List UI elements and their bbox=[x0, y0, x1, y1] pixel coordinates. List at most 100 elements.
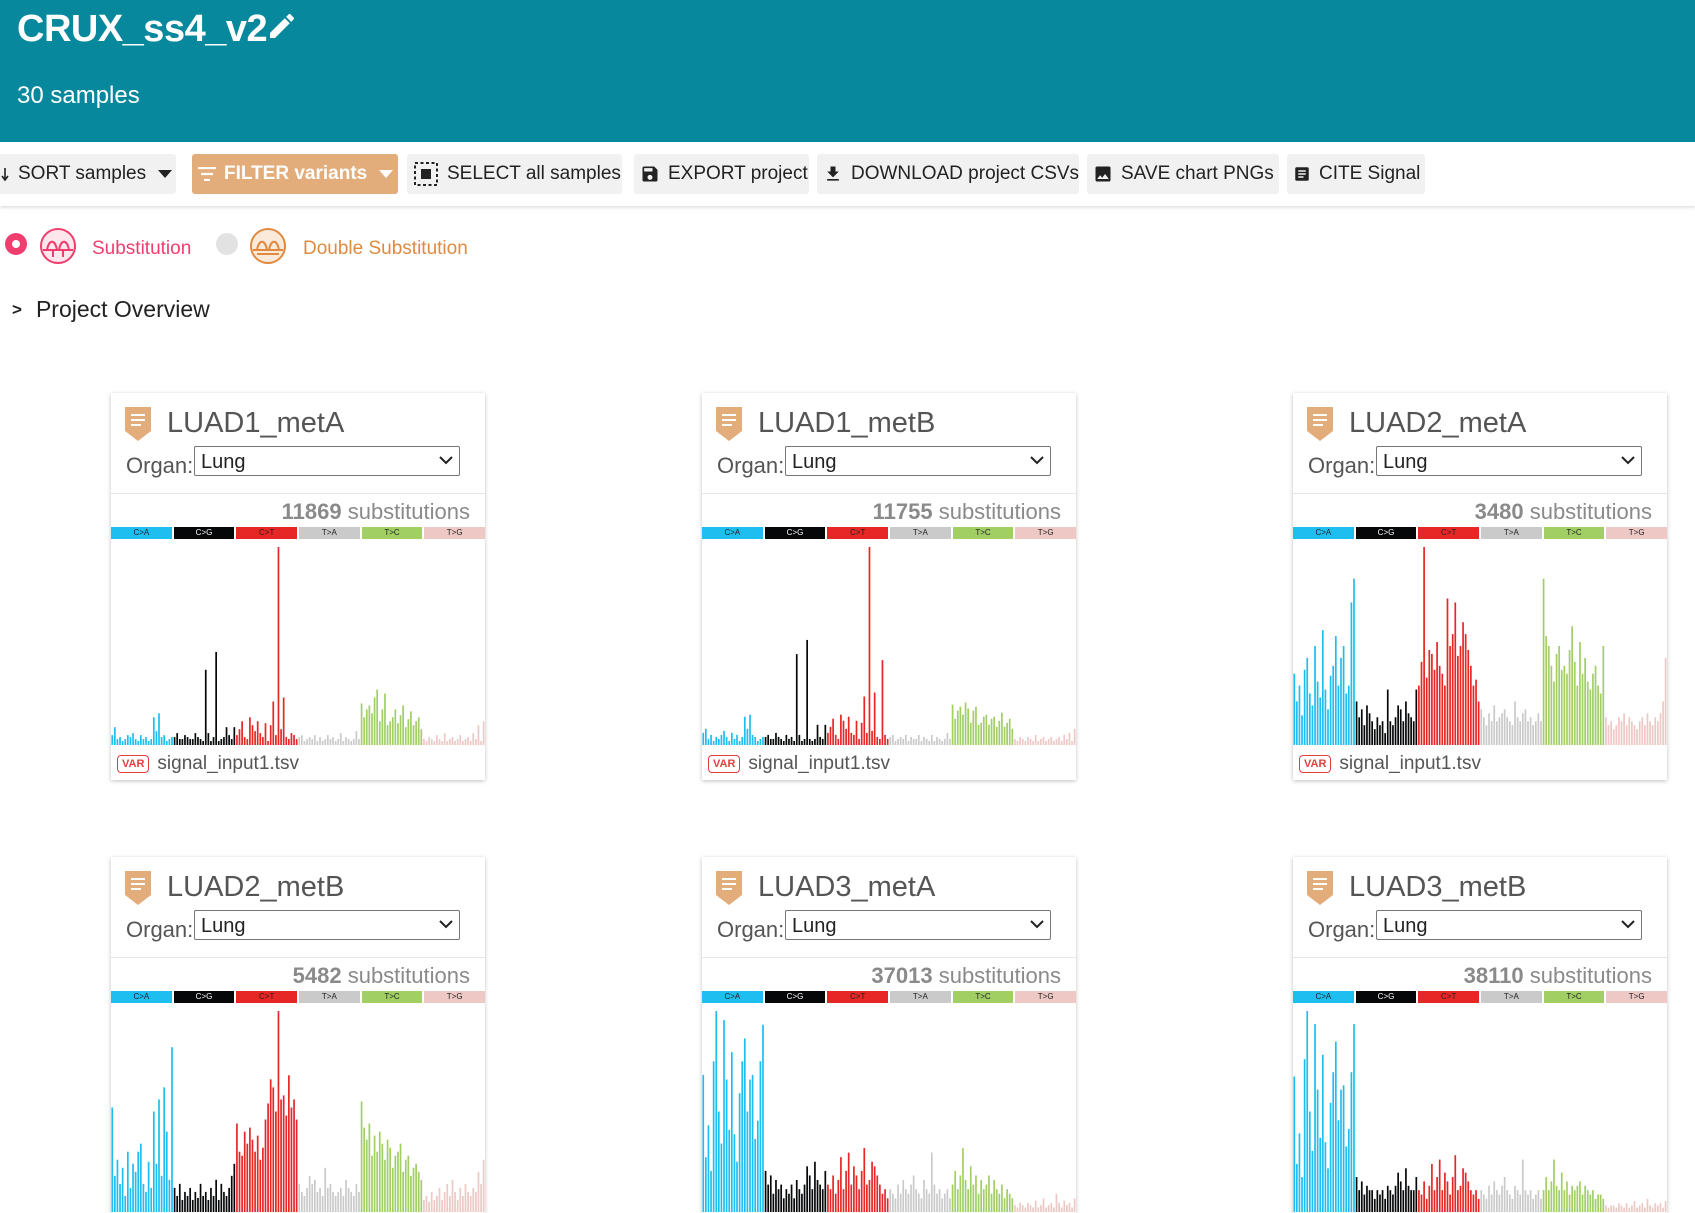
organ-select[interactable]: Lung bbox=[785, 446, 1051, 476]
spectrum-bar bbox=[1490, 721, 1493, 745]
spectrum-bar bbox=[1558, 646, 1561, 745]
spectrum-bar bbox=[790, 1184, 793, 1212]
spectrum-bar bbox=[1329, 1102, 1332, 1212]
organ-select[interactable]: Lung bbox=[194, 910, 460, 940]
spectrum-bar bbox=[1542, 578, 1545, 745]
spectrum-bar bbox=[1462, 1168, 1464, 1212]
cite-signal-button[interactable]: CITE Signal bbox=[1287, 154, 1425, 194]
sample-card[interactable]: LUAD2_metB Organ: Lung 5482 substitution… bbox=[111, 857, 486, 1213]
double-substitution-radio[interactable] bbox=[216, 233, 238, 255]
spectrum-bar bbox=[834, 734, 837, 745]
double-substitution-label[interactable]: Double Substitution bbox=[303, 238, 468, 259]
spectrum-bar bbox=[1066, 1205, 1068, 1212]
channel-label: T>A bbox=[1481, 527, 1542, 539]
var-badge: VAR bbox=[708, 755, 741, 773]
sample-tag-icon[interactable] bbox=[1307, 871, 1333, 905]
spectrum-bar bbox=[1612, 729, 1615, 745]
spectrum-bar bbox=[1519, 1194, 1522, 1212]
sample-tag-icon[interactable] bbox=[125, 871, 151, 905]
spectrum-bar bbox=[246, 739, 249, 745]
spectrum-bar bbox=[858, 738, 860, 745]
channel-label: T>G bbox=[424, 527, 486, 539]
spectrum-bar bbox=[155, 731, 158, 745]
spectrum-bar bbox=[923, 1180, 925, 1212]
spectrum-bar bbox=[1379, 725, 1381, 745]
spectrum-bar bbox=[446, 741, 449, 745]
spectrum-bar bbox=[1503, 1177, 1506, 1212]
spectrum-bar bbox=[402, 705, 404, 745]
sort-samples-button[interactable]: SORT samples bbox=[0, 154, 176, 194]
spectrum-bar bbox=[930, 1152, 933, 1212]
organ-select-value: Lung bbox=[792, 915, 837, 937]
sample-tag-icon[interactable] bbox=[716, 871, 742, 905]
spectrum-bar bbox=[723, 1020, 725, 1212]
spectrum-bar bbox=[1371, 1190, 1374, 1212]
sample-card[interactable]: LUAD1_metB Organ: Lung 11755 substitutio… bbox=[702, 393, 1077, 780]
spectrum-bar bbox=[930, 734, 933, 745]
sample-card[interactable]: LUAD1_metA Organ: Lung 11869 substitutio… bbox=[111, 393, 486, 780]
substitution-icon bbox=[40, 228, 76, 264]
spectrum-bar bbox=[1042, 1198, 1045, 1212]
spectrum-bar bbox=[1620, 721, 1623, 745]
spectrum-bar bbox=[1540, 1198, 1542, 1212]
organ-select[interactable]: Lung bbox=[1376, 910, 1642, 940]
spectrum-bar bbox=[313, 735, 316, 745]
sample-name[interactable]: LUAD3_metB bbox=[1349, 871, 1527, 903]
project-header: CRUX_ss4_v2 30 samples bbox=[0, 0, 1695, 142]
spectrum-bar bbox=[793, 740, 795, 745]
spectrum-bar bbox=[168, 739, 171, 745]
sample-card[interactable]: LUAD3_metB Organ: Lung 38110 substitutio… bbox=[1293, 857, 1668, 1213]
spectrum-bar bbox=[868, 1180, 871, 1212]
organ-select[interactable]: Lung bbox=[194, 446, 460, 476]
sample-name[interactable]: LUAD1_metA bbox=[167, 407, 345, 439]
sample-card-header: LUAD3_metB Organ: Lung bbox=[1293, 857, 1667, 958]
organ-select[interactable]: Lung bbox=[1376, 446, 1642, 476]
spectrum-bar bbox=[1618, 1203, 1620, 1212]
project-overview-toggle[interactable]: > Project Overview bbox=[12, 296, 210, 323]
sample-name[interactable]: LUAD2_metB bbox=[167, 871, 345, 903]
spectrum-bar bbox=[326, 1187, 329, 1212]
pencil-icon[interactable] bbox=[266, 10, 298, 42]
spectrum-bar bbox=[1545, 1177, 1548, 1212]
spectrum-bar bbox=[150, 1187, 153, 1212]
spectrum-bar bbox=[1659, 713, 1662, 745]
sample-tag-icon[interactable] bbox=[716, 407, 742, 441]
spectrum-bar bbox=[845, 728, 847, 745]
export-project-button[interactable]: EXPORT project bbox=[634, 154, 809, 194]
spectrum-bar bbox=[116, 1159, 119, 1212]
sample-name[interactable]: LUAD2_metA bbox=[1349, 407, 1527, 439]
sample-card-header: LUAD1_metA Organ: Lung bbox=[111, 393, 485, 494]
substitution-radio[interactable] bbox=[5, 233, 27, 255]
spectrum-bar bbox=[788, 738, 790, 745]
spectrum-bar bbox=[1402, 1190, 1405, 1212]
spectrum-bar bbox=[228, 735, 230, 745]
spectrum-bar bbox=[176, 733, 179, 745]
spectrum-bar bbox=[1428, 1185, 1431, 1212]
organ-label: Organ: bbox=[717, 917, 785, 942]
spectrum-bar bbox=[946, 732, 949, 745]
spectrum-bar bbox=[1485, 725, 1488, 745]
spectrum-bar bbox=[1423, 1181, 1425, 1212]
save-chart-pngs-button[interactable]: SAVE chart PNGs bbox=[1087, 154, 1279, 194]
spectrum-bar bbox=[1636, 729, 1638, 745]
spectrum-bar bbox=[995, 726, 998, 745]
download-csvs-button[interactable]: DOWNLOAD project CSVs bbox=[817, 154, 1079, 194]
spectrum-bar bbox=[199, 1183, 202, 1212]
select-all-samples-button[interactable]: SELECT all samples bbox=[407, 154, 622, 194]
sample-name[interactable]: LUAD1_metB bbox=[758, 407, 936, 439]
sample-card[interactable]: LUAD2_metA Organ: Lung 3480 substitution… bbox=[1293, 393, 1668, 780]
spectrum-bar bbox=[1625, 725, 1628, 745]
sample-card[interactable]: LUAD3_metA Organ: Lung 37013 substitutio… bbox=[702, 857, 1077, 1213]
spectrum-bar bbox=[751, 734, 754, 745]
spectrum-bar bbox=[1664, 657, 1667, 745]
spectrum-bar bbox=[977, 724, 980, 745]
sample-tag-icon[interactable] bbox=[1307, 407, 1333, 441]
organ-select[interactable]: Lung bbox=[785, 910, 1051, 940]
spectrum-bar bbox=[451, 1179, 454, 1212]
filter-variants-button[interactable]: FILTER variants bbox=[192, 154, 398, 194]
spectrum-bar bbox=[1355, 1177, 1358, 1212]
spectrum-bar bbox=[324, 1167, 327, 1212]
sample-tag-icon[interactable] bbox=[125, 407, 151, 441]
substitution-label[interactable]: Substitution bbox=[92, 238, 192, 259]
sample-name[interactable]: LUAD3_metA bbox=[758, 871, 936, 903]
